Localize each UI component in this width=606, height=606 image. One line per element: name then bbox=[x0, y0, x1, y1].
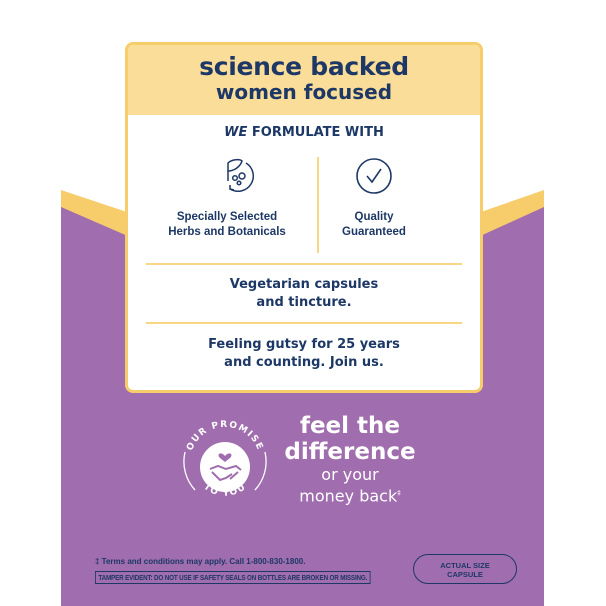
promise-badge: OUR PROMISE TO YOU bbox=[183, 420, 267, 499]
guarantee-line1: feel the bbox=[299, 413, 401, 439]
gutsy-line1: Feeling gutsy for 25 years bbox=[208, 337, 400, 352]
card-header: science backed women focused bbox=[128, 45, 480, 115]
title-line2: women focused bbox=[215, 80, 393, 104]
feature-herbs-line2: Herbs and Botanicals bbox=[168, 226, 286, 238]
divider bbox=[146, 263, 462, 265]
vegetarian-line2: and tincture. bbox=[256, 295, 352, 310]
terms-text: ‡ Terms and conditions may apply. Call 1… bbox=[95, 557, 306, 566]
guarantee-line4: money back bbox=[299, 486, 398, 506]
guarantee-mark: ‡ bbox=[397, 489, 401, 497]
handshake-heart-icon bbox=[209, 453, 242, 482]
feature-quality: Quality Guaranteed bbox=[324, 210, 424, 240]
feature-quality-line2: Guaranteed bbox=[342, 226, 406, 238]
formulate-em: WE bbox=[224, 125, 248, 140]
formulate-rest: FORMULATE WITH bbox=[247, 125, 384, 140]
formulate-heading: WE FORMULATE WITH bbox=[128, 125, 480, 140]
title-line1: science backed bbox=[199, 52, 409, 81]
gutsy-text: Feeling gutsy for 25 years and counting.… bbox=[128, 336, 480, 372]
money-back-guarantee: feel the difference or your money back‡ bbox=[280, 413, 420, 505]
feature-quality-line1: Quality bbox=[354, 211, 394, 223]
tamper-warning: TAMPER EVIDENT: DO NOT USE IF SAFETY SEA… bbox=[95, 571, 371, 584]
capsule-line2: CAPSULE bbox=[447, 570, 483, 579]
guarantee-line3: or your bbox=[321, 465, 379, 484]
check-circle-icon bbox=[356, 158, 392, 194]
formula-card: science backed women focused WE FORMULAT… bbox=[125, 42, 483, 393]
vegetarian-line1: Vegetarian capsules bbox=[229, 277, 379, 292]
feature-herbs-line1: Specially Selected bbox=[176, 211, 278, 223]
vegetarian-text: Vegetarian capsules and tincture. bbox=[128, 276, 480, 312]
gutsy-line2: and counting. Join us. bbox=[224, 355, 384, 370]
leaf-cycle-icon bbox=[227, 158, 255, 192]
capsule-line1: ACTUAL SIZE bbox=[440, 561, 490, 570]
divider bbox=[146, 322, 462, 324]
actual-size-capsule: ACTUAL SIZE CAPSULE bbox=[413, 554, 517, 584]
feature-herbs: Specially Selected Herbs and Botanicals bbox=[142, 210, 312, 240]
guarantee-line2: difference bbox=[284, 439, 416, 465]
vertical-divider bbox=[317, 157, 319, 253]
